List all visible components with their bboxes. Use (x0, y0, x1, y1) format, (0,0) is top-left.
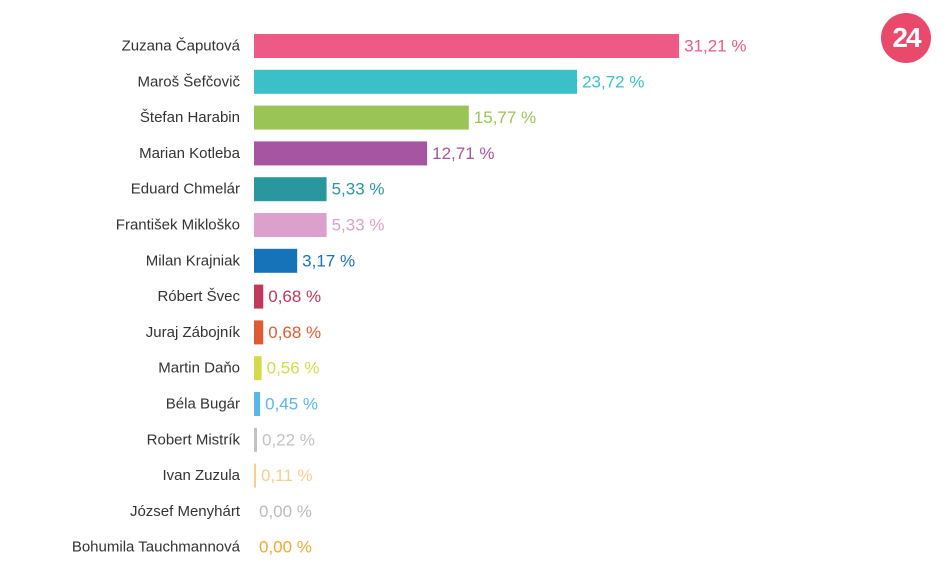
category-label: Bohumila Tauchmannová (72, 539, 241, 556)
bar (254, 427, 257, 452)
value-label: 15,77 % (474, 108, 536, 127)
bar (254, 284, 264, 309)
brand-logo: 24 (881, 13, 931, 63)
value-label: 0,22 % (262, 430, 315, 449)
category-label: Róbert Švec (157, 288, 240, 305)
bar (254, 34, 680, 58)
bar (254, 248, 298, 273)
category-label: Ivan Zuzula (162, 467, 240, 484)
category-label: Štefan Harabin (140, 109, 240, 126)
bar (254, 213, 327, 237)
category-label: Zuzana Čaputová (122, 38, 241, 55)
value-label: 0,45 % (265, 395, 318, 414)
bar (254, 69, 578, 94)
category-label: Maroš Šefčovič (137, 73, 240, 90)
category-label: Marian Kotleba (139, 145, 241, 162)
category-label: Eduard Chmelár (131, 181, 240, 198)
bar (254, 320, 264, 345)
bar (254, 105, 469, 130)
category-label: József Menyhárt (130, 503, 241, 520)
bar (254, 356, 262, 381)
category-label: Robert Mistrík (147, 431, 241, 448)
value-label: 0,00 % (259, 502, 312, 521)
value-label: 3,17 % (302, 251, 355, 270)
value-label: 0,11 % (261, 466, 313, 485)
bar (254, 141, 428, 166)
value-label: 5,33 % (332, 216, 385, 235)
chart-rows: Zuzana Čaputová 31,21 % Maroš Šefčovič 23,7… (72, 34, 746, 557)
category-label: František Mikloško (116, 217, 240, 234)
bar (254, 463, 256, 488)
value-label: 0,56 % (267, 359, 320, 378)
value-label: 12,71 % (432, 144, 494, 163)
bar (254, 177, 327, 202)
category-label: Béla Bugár (166, 396, 240, 413)
value-label: 0,00 % (259, 538, 312, 557)
value-label: 23,72 % (582, 72, 644, 91)
value-label: 5,33 % (332, 180, 385, 199)
category-label: Martin Daňo (158, 360, 240, 377)
category-label: Milan Krajniak (146, 252, 241, 269)
value-label: 0,68 % (268, 287, 321, 306)
value-label: 31,21 % (684, 37, 746, 56)
category-label: Juraj Zábojník (146, 324, 241, 341)
value-label: 0,68 % (268, 323, 321, 342)
bar (254, 392, 261, 416)
